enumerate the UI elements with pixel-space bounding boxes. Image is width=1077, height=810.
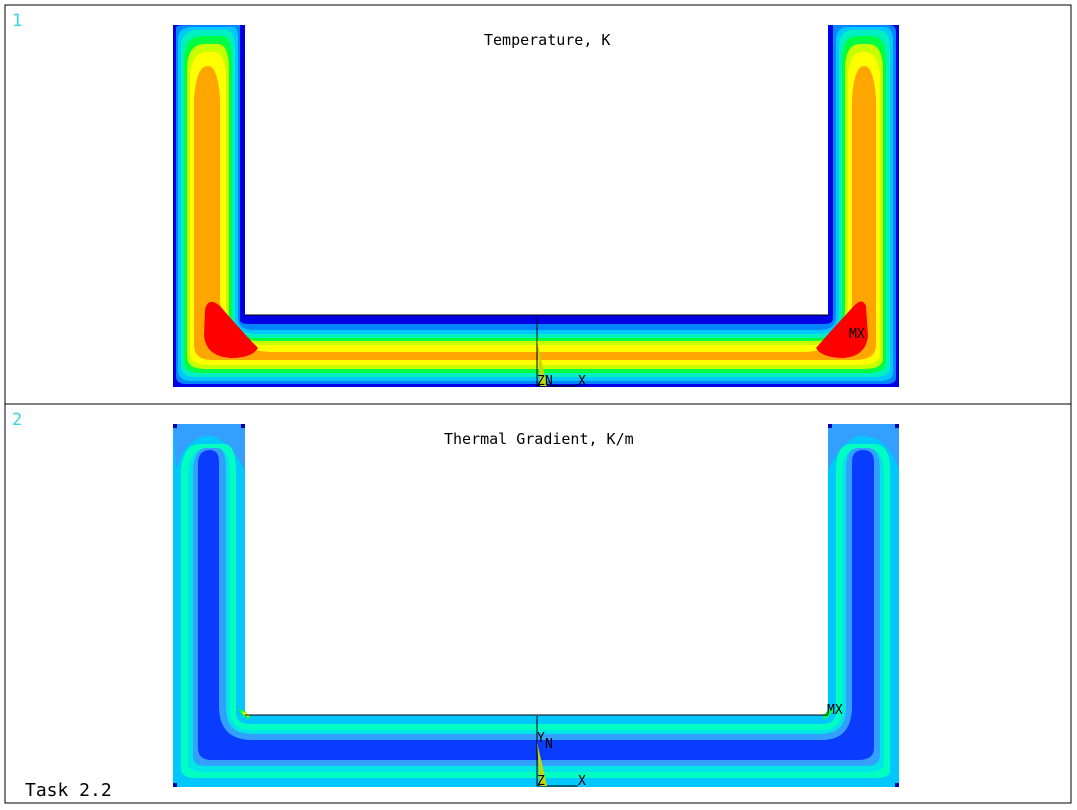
axis-triad: Y N Z X [536, 716, 586, 789]
axis-x-label: X [578, 774, 586, 789]
contour-band [184, 36, 886, 373]
panel-number: 2 [12, 410, 22, 430]
axis-x-label: X [578, 374, 586, 389]
contour-band [828, 424, 899, 470]
panel-temperature: 1 Z N X MX Temperature, K [4, 4, 1072, 405]
max-marker-label: MX [849, 327, 865, 342]
temperature-contour-field [173, 25, 899, 387]
contour-band [173, 424, 245, 470]
panel-number: 1 [12, 11, 22, 31]
axis-triad: Z N X [536, 318, 586, 389]
corner-markers [173, 424, 899, 787]
axis-z-label: Z [537, 774, 545, 789]
panel-thermal-gradient: 2 Y N Z X [4, 403, 1072, 804]
gradient-contour-field [173, 424, 899, 787]
contour-band [204, 301, 258, 358]
min-marker-label: N [545, 737, 553, 752]
contour-band [822, 708, 834, 719]
panel-title: Thermal Gradient, K/m [444, 430, 634, 448]
min-marker-label: N [545, 374, 553, 389]
task-label: Task 2.2 [25, 780, 112, 801]
panel-title: Temperature, K [484, 31, 610, 49]
contour-band [193, 448, 880, 766]
axis-y-label: Y [537, 731, 545, 746]
contour-band [816, 301, 868, 358]
axis-z-label: Z [537, 374, 545, 389]
max-marker-label: MX [827, 703, 843, 718]
